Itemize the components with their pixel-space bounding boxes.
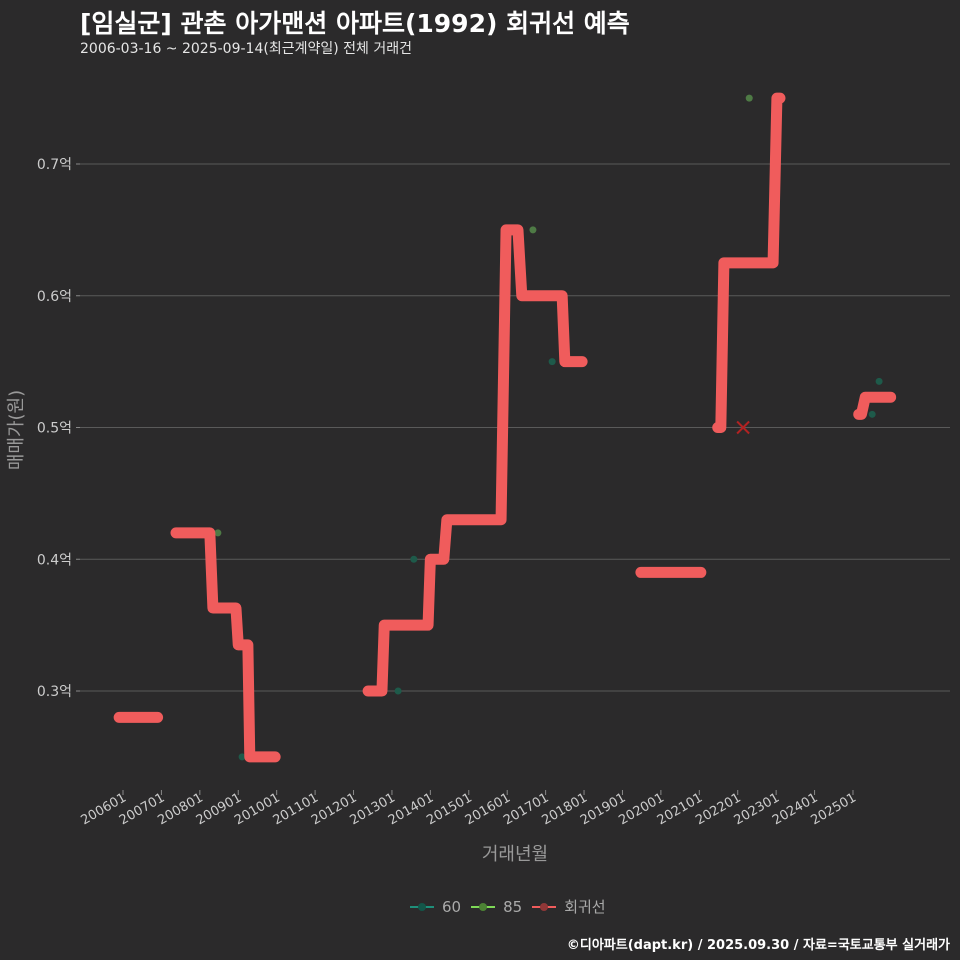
legend-key-85 (471, 905, 496, 908)
legend-item-85[interactable]: 85 (471, 898, 522, 916)
x-axis-title: 거래년월 (482, 844, 548, 865)
excluded-x-marker (736, 420, 750, 435)
regression-line-segment (170, 527, 281, 763)
y-tick-label: 0.5억 (37, 421, 72, 437)
y-tick-label: 0.3억 (37, 684, 72, 700)
legend-label: 회귀선 (564, 898, 606, 916)
point-60 (548, 358, 556, 366)
regression-line-segment (853, 391, 897, 420)
point-60 (394, 687, 402, 695)
x-marker-stroke (736, 420, 750, 435)
legend-item-60[interactable]: 60 (410, 898, 461, 916)
legend-label: 60 (442, 897, 462, 916)
point-60 (238, 753, 246, 761)
chart-subtitle: 2006-03-16 ~ 2025-09-14(최근계약일) 전체 거래건 (80, 41, 412, 57)
chart-title: [임실군] 관촌 아가맨션 아파트(1992) 회귀선 예측 (80, 9, 630, 38)
legend-item-regression[interactable]: 회귀선 (532, 896, 606, 917)
point-85 (745, 94, 753, 102)
point-85 (529, 226, 537, 234)
point-85 (214, 529, 222, 537)
y-axis-title: 매매가(원) (6, 390, 27, 470)
legend-label: 85 (503, 897, 523, 916)
point-60 (410, 555, 418, 563)
point-60 (868, 410, 876, 418)
y-tick-label: 0.4억 (37, 552, 72, 568)
legend-key-regression (532, 905, 557, 908)
y-tick-label: 0.7억 (37, 157, 72, 173)
legend: 60 85 회귀선 (410, 896, 606, 917)
regression-line-segment (712, 92, 786, 433)
regression-line-segment (362, 224, 588, 697)
source-caption: ©디아파트(dapt.kr) / 2025.09.30 / 자료=국토교통부 실… (566, 938, 950, 953)
legend-key-60 (410, 905, 434, 908)
point-60 (875, 377, 883, 385)
y-tick-label: 0.6억 (37, 289, 72, 305)
